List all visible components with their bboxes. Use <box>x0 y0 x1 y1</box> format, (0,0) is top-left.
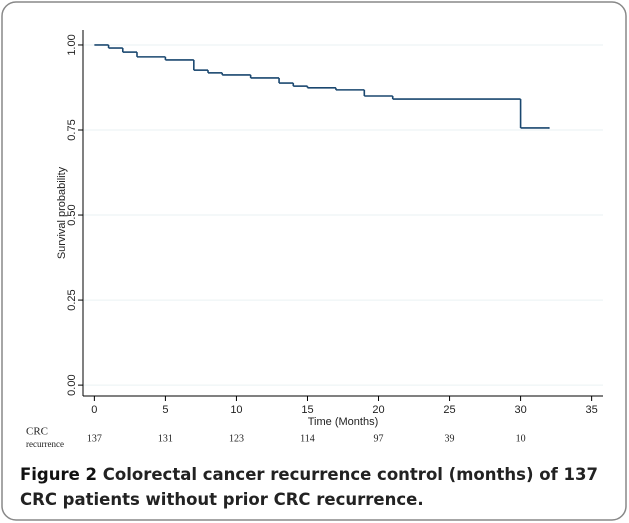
x-tick-label: 5 <box>162 404 168 416</box>
risk-count: 39 <box>445 433 455 444</box>
risk-count: 114 <box>300 433 315 444</box>
risk-count: 10 <box>516 433 526 444</box>
caption: Figure 2 Colorectal cancer recurrence co… <box>20 462 615 512</box>
step-end <box>548 127 550 129</box>
risk-count: 97 <box>374 433 384 444</box>
x-tick-label: 25 <box>443 404 455 416</box>
x-tick-label: 10 <box>230 404 242 416</box>
y-tick-label: 0.25 <box>66 289 78 310</box>
risk-count: 123 <box>229 433 244 444</box>
x-tick-label: 35 <box>586 404 598 416</box>
risk-label: CRC <box>26 426 48 438</box>
y-tick-label: 0.75 <box>66 119 78 140</box>
x-tick-label: 20 <box>372 404 384 416</box>
caption-label: Figure 2 <box>20 465 98 484</box>
risk-count: 131 <box>158 433 173 444</box>
y-axis-title: Survival probability <box>56 166 68 259</box>
y-tick-label: 0.00 <box>66 374 78 395</box>
x-tick-label: 0 <box>91 404 97 416</box>
y-tick-label: 1.00 <box>66 34 78 55</box>
risk-label: recurrence <box>26 439 64 449</box>
y-tick-label: 0.50 <box>66 204 78 225</box>
x-tick-label: 15 <box>301 404 313 416</box>
x-tick-label: 30 <box>514 404 526 416</box>
risk-count: 137 <box>87 433 102 444</box>
caption-text: Colorectal cancer recurrence control (mo… <box>20 465 598 509</box>
x-axis-title: Time (Months) <box>308 416 379 428</box>
